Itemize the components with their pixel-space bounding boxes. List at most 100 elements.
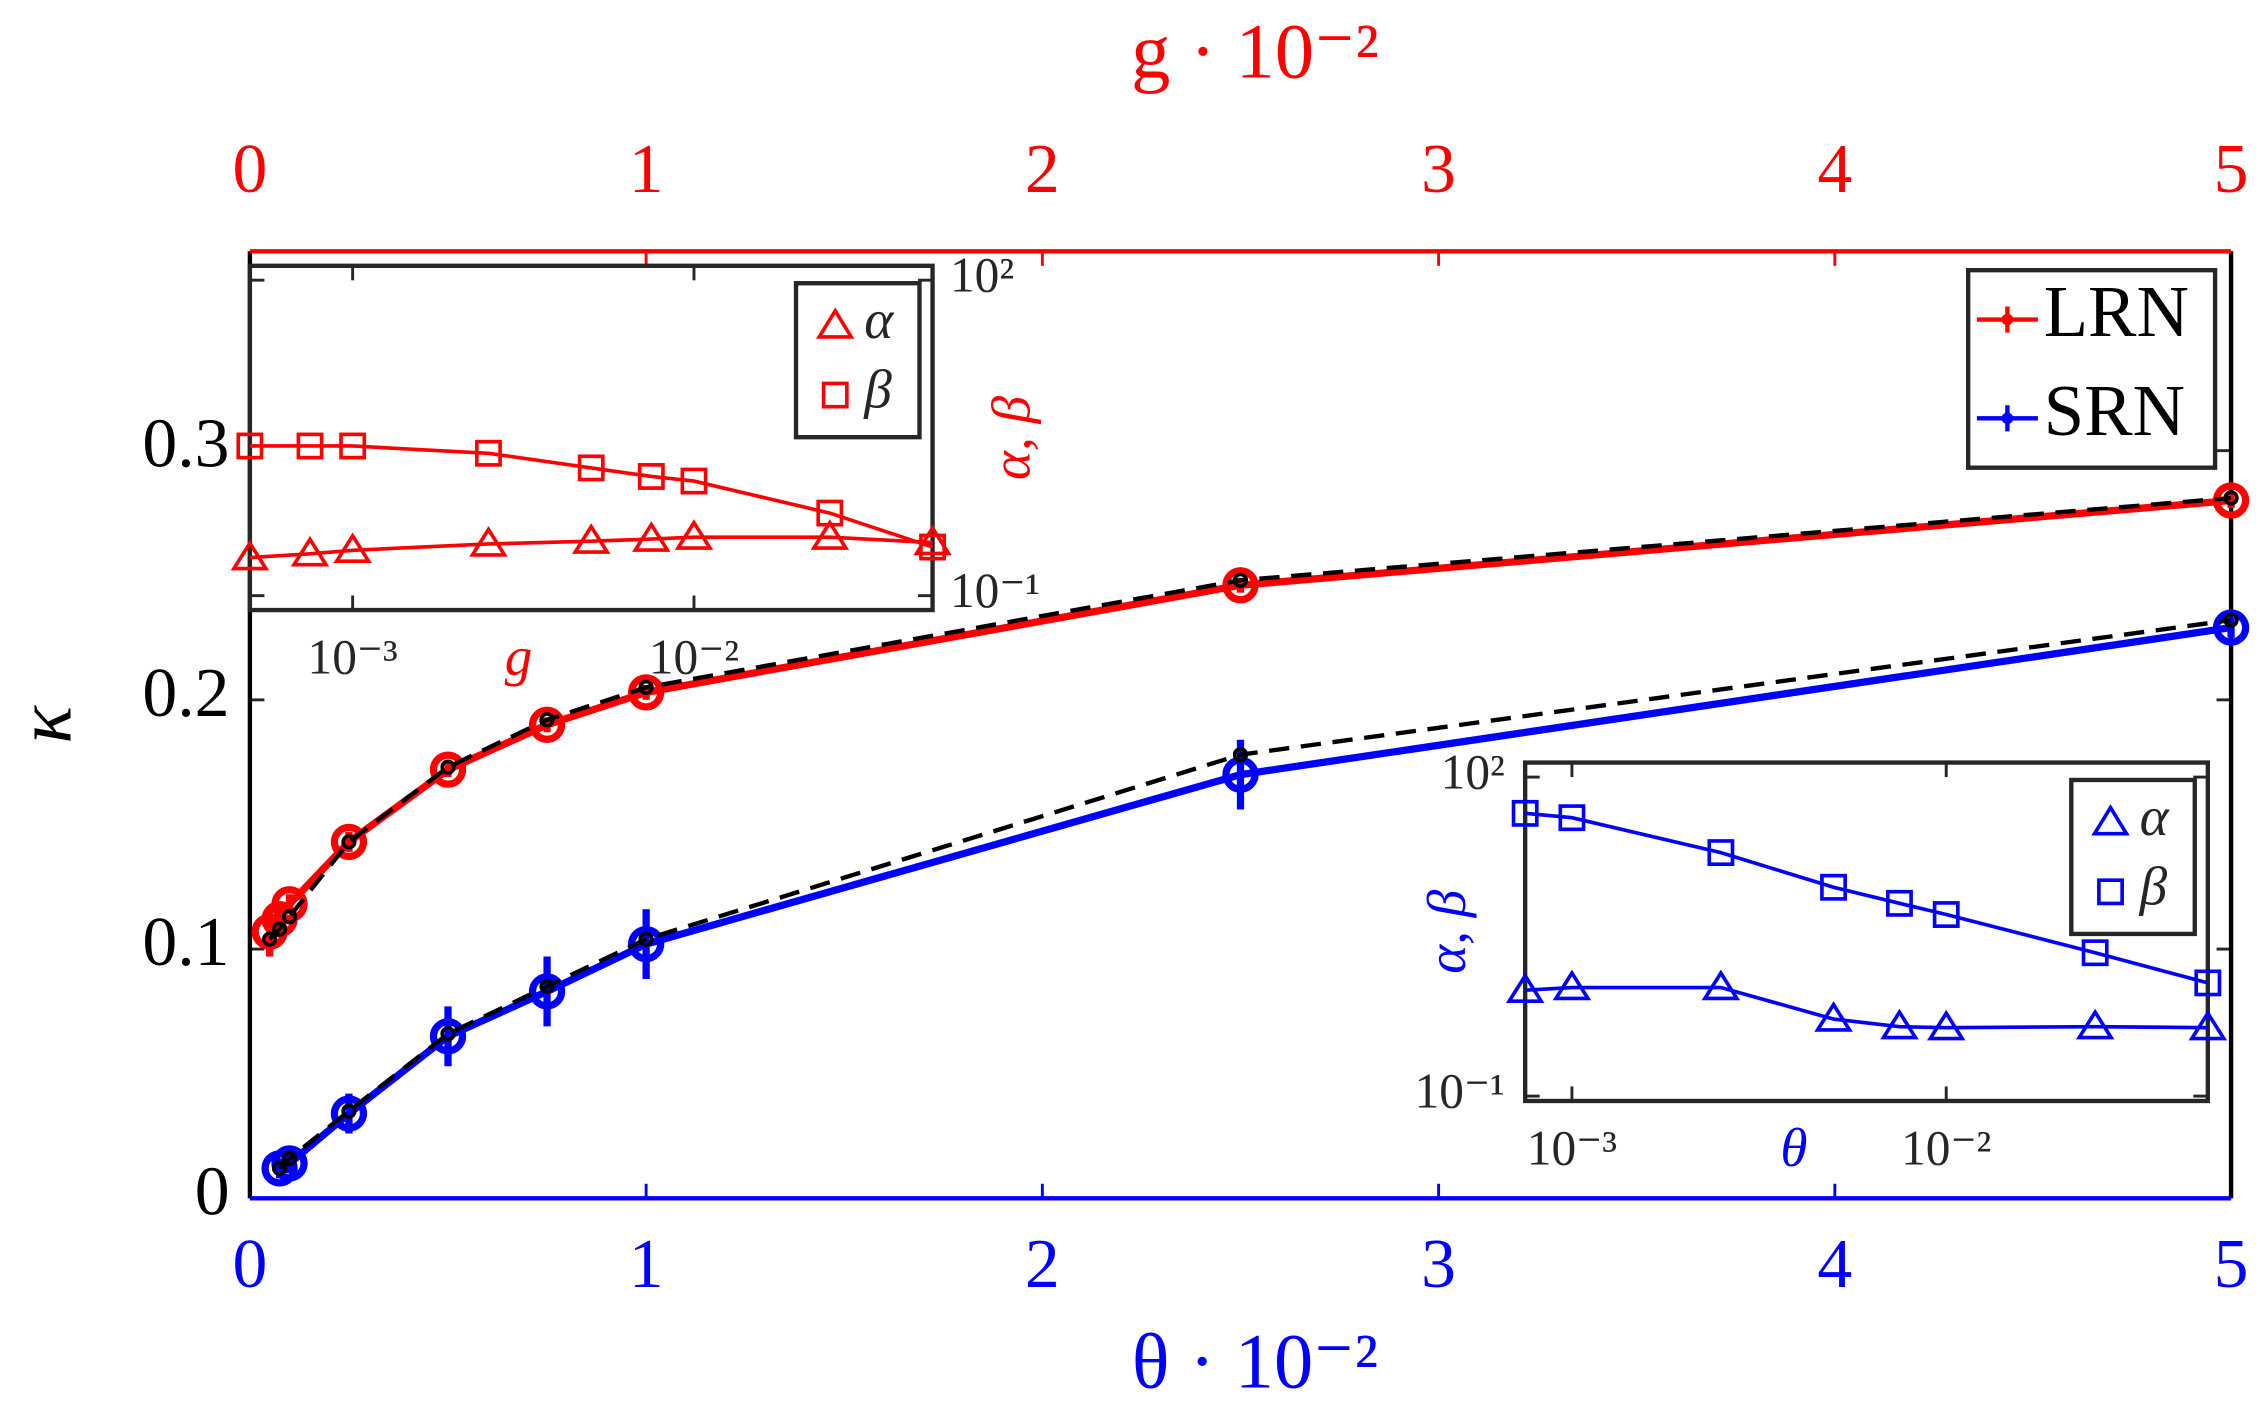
x2-tick-label: 2 xyxy=(1025,131,1060,208)
marker xyxy=(341,834,357,850)
marker xyxy=(341,1103,357,1119)
marker xyxy=(1820,873,1847,901)
legend-label: β xyxy=(2139,855,2168,916)
marker xyxy=(330,823,368,861)
marker xyxy=(2223,490,2239,506)
x2-axis-label: g · 10⁻² xyxy=(1131,8,1379,95)
legend-label: β xyxy=(863,359,892,420)
x-tick-label: 10⁻² xyxy=(649,630,739,685)
y-tick-label: 10² xyxy=(950,248,1014,303)
marker xyxy=(674,519,714,550)
y-tick-label: 10⁻¹ xyxy=(950,563,1040,618)
marker xyxy=(2188,1009,2228,1041)
y-axis-label: κ xyxy=(0,705,87,744)
x-axis-label: θ xyxy=(1780,1117,1807,1178)
x-tick-label: 10⁻³ xyxy=(308,630,398,685)
series-line xyxy=(278,617,2232,1170)
series-line xyxy=(1525,811,2209,985)
marker xyxy=(1222,567,1259,604)
legend-marker xyxy=(816,307,855,339)
series-line xyxy=(249,444,934,549)
y-tick-label: 0 xyxy=(195,1153,230,1230)
marker xyxy=(1880,1008,1919,1040)
marker xyxy=(2075,1008,2115,1040)
marker xyxy=(571,523,611,554)
marker xyxy=(1232,572,1249,588)
marker xyxy=(333,532,372,564)
legend-label: α xyxy=(2140,786,2170,847)
marker xyxy=(1701,969,1741,1001)
marker xyxy=(810,519,850,550)
marker xyxy=(539,978,555,995)
marker xyxy=(271,921,288,937)
marker xyxy=(816,499,844,527)
marker xyxy=(281,1150,298,1167)
legend-box xyxy=(1965,267,2218,470)
marker xyxy=(440,1026,456,1042)
marker xyxy=(440,759,456,775)
marker xyxy=(1505,972,1545,1003)
marker xyxy=(330,1095,368,1132)
marker xyxy=(1511,799,1539,827)
marker xyxy=(1932,901,1960,928)
x-tick-label: 2 xyxy=(1025,1226,1060,1303)
x-tick-label: 5 xyxy=(2214,1226,2249,1303)
marker xyxy=(1552,969,1592,1001)
x-tick-label: 0 xyxy=(232,1226,267,1303)
marker xyxy=(1926,1009,1966,1041)
x2-tick-label: 1 xyxy=(629,131,664,208)
marker xyxy=(637,463,665,490)
x-tick-label: 3 xyxy=(1421,1226,1456,1303)
x2-tick-label: 0 xyxy=(232,131,267,208)
x-tick-label: 10⁻² xyxy=(1901,1121,1991,1176)
marker xyxy=(638,679,654,696)
legend-label: α xyxy=(864,289,894,350)
marker xyxy=(2223,612,2239,628)
x-axis-label: g xyxy=(505,626,533,687)
marker xyxy=(539,712,555,728)
marker xyxy=(281,909,298,925)
marker xyxy=(339,432,367,460)
marker xyxy=(528,973,566,1010)
y-axis-label: α, β xyxy=(1416,889,1477,974)
marker xyxy=(680,467,708,495)
legend-box xyxy=(793,281,922,440)
x-axis-label: θ · 10⁻² xyxy=(1132,1318,1378,1405)
marker xyxy=(1707,839,1735,867)
x2-tick-label: 3 xyxy=(1421,131,1456,208)
y-tick-label: 0.3 xyxy=(142,406,229,483)
y-axis-label: α, β xyxy=(980,395,1041,480)
marker xyxy=(913,524,952,556)
x2-tick-label: 4 xyxy=(1817,131,1852,208)
legend-marker xyxy=(2091,804,2130,836)
marker xyxy=(429,1018,467,1055)
marker xyxy=(271,1160,288,1177)
x-tick-label: 1 xyxy=(629,1226,664,1303)
series-line xyxy=(1525,985,2208,1030)
marker xyxy=(638,931,654,947)
x2-tick-label: 5 xyxy=(2214,131,2249,208)
legend-marker xyxy=(821,381,849,409)
inset-frame xyxy=(1522,760,2211,1104)
marker xyxy=(230,539,270,571)
series-line xyxy=(249,535,933,560)
y-tick-label: 0.2 xyxy=(142,655,229,732)
marker xyxy=(236,432,264,460)
marker xyxy=(271,886,308,923)
marker xyxy=(1886,889,1913,917)
marker xyxy=(577,454,605,482)
marker xyxy=(469,526,508,557)
marker xyxy=(429,751,467,788)
marker xyxy=(296,432,324,460)
legend-label: SRN xyxy=(2044,370,2185,451)
y-tick-label: 10² xyxy=(1441,744,1505,799)
marker xyxy=(632,521,671,552)
marker xyxy=(1232,747,1249,763)
marker xyxy=(1814,1001,1853,1032)
x-tick-label: 10⁻³ xyxy=(1527,1121,1617,1176)
marker xyxy=(475,439,502,467)
marker xyxy=(1558,804,1586,832)
legend-marker xyxy=(2097,878,2124,906)
y-tick-label: 10⁻¹ xyxy=(1415,1063,1505,1118)
